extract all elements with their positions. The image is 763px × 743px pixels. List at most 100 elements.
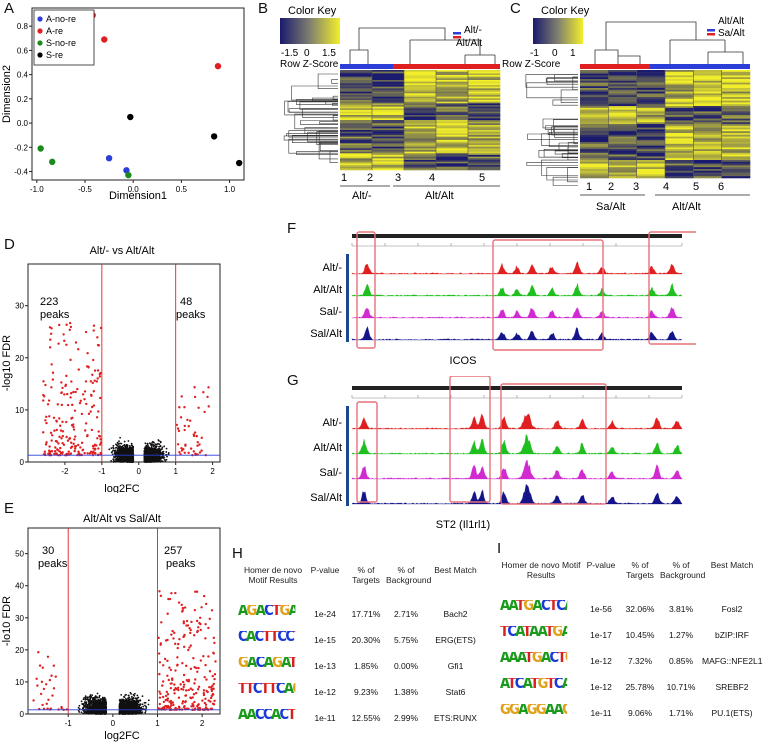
y-tick-5: 50 xyxy=(15,550,24,559)
legend-label-0: A-no-re xyxy=(46,14,76,24)
coverage-track-3 xyxy=(351,484,683,505)
left-peak-count: 30 xyxy=(42,545,54,557)
track-label-3: Sal/Alt xyxy=(310,492,342,504)
key-tick-low: -1 xyxy=(530,48,539,59)
legend-swatch-blue xyxy=(453,32,461,35)
table-cell-p: 1e-56 xyxy=(590,604,612,614)
point-S-re-0 xyxy=(127,113,134,121)
color-key-bar xyxy=(533,18,583,44)
gene-label: ICOS xyxy=(450,355,477,367)
key-tick-low: -1.5 xyxy=(281,48,299,59)
panel-h-label: H xyxy=(232,545,243,562)
panel-g-label: G xyxy=(287,372,299,389)
table-header-1: P-value xyxy=(310,565,340,575)
y-tick-0: 0 xyxy=(20,458,25,467)
legend-box xyxy=(33,9,95,66)
legend-dot-1 xyxy=(37,28,43,34)
table-cell-p: 1e-24 xyxy=(314,609,336,619)
table-cell-match: Bach2 xyxy=(443,609,468,619)
legend-dot-0 xyxy=(37,16,43,22)
table-cell-p: 1e-12 xyxy=(590,656,612,666)
y-tick-3: 30 xyxy=(15,302,24,311)
gene-label: ST2 (Il1rl1) xyxy=(436,519,490,531)
table-header-3: % of Background xyxy=(386,565,432,585)
x-tick-4: 1.0 xyxy=(224,185,236,194)
x-axis-label: log2FC xyxy=(104,730,140,742)
track-strip xyxy=(346,254,349,342)
col-number-5: 5 xyxy=(693,181,699,193)
y-tick-3: 0.2 xyxy=(17,95,29,104)
table-header-2: % of Targets xyxy=(626,560,654,580)
x-tick-3: 1 xyxy=(173,467,178,476)
legend-dot-3 xyxy=(37,52,43,58)
coverage-track-1 xyxy=(351,434,683,455)
table-header-4: Best Match xyxy=(434,565,477,575)
y-tick-2: 0.4 xyxy=(17,71,29,80)
table-header-0: Homer de novo Motif Results xyxy=(501,560,581,580)
y-tick-1: 10 xyxy=(15,678,24,687)
col-number-3: 3 xyxy=(633,181,639,193)
coverage-track-3 xyxy=(351,326,683,341)
group-label-2: Alt/Alt xyxy=(425,190,454,202)
motif-logo: CACTTCCTGT xyxy=(238,631,295,645)
table-cell-targets: 20.30% xyxy=(351,635,381,645)
highlight-box-1 xyxy=(449,376,491,503)
point-S-no-re-1 xyxy=(49,158,56,166)
coverage-track-2 xyxy=(351,459,683,480)
panel-b-heatmap: Color Key -1.5 0 1.5 Row Z-Score Alt/- A… xyxy=(280,5,501,202)
motif-logo: AACCACTGCCTG xyxy=(238,709,295,723)
motif-logo: GGAGGAAGTG xyxy=(500,704,567,718)
highlight-box-2 xyxy=(648,231,696,345)
table-cell-targets: 10.45% xyxy=(625,630,655,640)
table-cell-p: 1e-12 xyxy=(590,682,612,692)
point-A-no-re-1 xyxy=(123,167,130,174)
col-number-3: 3 xyxy=(395,172,401,184)
x-tick-2: 0.0 xyxy=(128,185,140,194)
chromosome-ideogram xyxy=(352,234,682,238)
table-cell-targets: 9.23% xyxy=(353,687,379,697)
y-tick-4: 0.0 xyxy=(17,119,29,128)
point-S-re-1 xyxy=(210,133,218,140)
table-cell-background: 5.75% xyxy=(393,635,419,645)
track-label-2: Sal/- xyxy=(319,467,342,479)
table-cell-targets: 25.78% xyxy=(625,682,655,692)
x-tick-1: -0.5 xyxy=(78,185,92,194)
table-cell-p: 1e-12 xyxy=(314,687,336,697)
table-cell-p: 1e-13 xyxy=(314,661,336,671)
legend-label-2: S-no-re xyxy=(46,38,76,48)
table-cell-match: Stat6 xyxy=(445,687,466,697)
key-tick-high: 1.5 xyxy=(322,48,336,59)
legend-label-1: A-re xyxy=(46,26,63,36)
y-axis-label: Dimension2 xyxy=(1,65,13,123)
key-tick-high: 1 xyxy=(570,48,576,59)
table-cell-match: SREBF2 xyxy=(715,682,749,692)
column-dendrogram xyxy=(349,27,496,64)
right-peak-count: 257 xyxy=(164,545,182,557)
heatmap-cells xyxy=(340,70,501,171)
motif-logo: TCATAATGAAAC xyxy=(500,626,567,640)
coverage-track-1 xyxy=(351,282,683,297)
motif-logo: AATGACTCATCC xyxy=(500,600,567,614)
coverage-track-0 xyxy=(351,261,683,275)
table-cell-background: 3.81% xyxy=(668,604,694,614)
highlight-box-0 xyxy=(356,401,378,503)
table-cell-targets: 17.71% xyxy=(351,609,381,619)
legend-label-1: Alt/Alt xyxy=(718,16,744,27)
panel-e-label: E xyxy=(4,500,15,517)
x-tick-2: 0 xyxy=(137,467,142,476)
table-header-4: Best Match xyxy=(710,560,754,570)
table-cell-match: bZIP:IRF xyxy=(714,630,749,640)
chromosome-ideogram xyxy=(352,386,682,390)
y-tick-1: 10 xyxy=(15,406,24,415)
table-cell-background: 1.71% xyxy=(668,708,694,718)
track-label-0: Alt/- xyxy=(322,417,342,429)
plot-title: Alt/- vs Alt/Alt xyxy=(90,245,155,257)
x-tick-3: 2 xyxy=(200,719,205,728)
y-tick-2: 20 xyxy=(15,354,24,363)
col-number-2: 2 xyxy=(608,181,614,193)
group-label-2: Alt/Alt xyxy=(672,201,701,213)
table-cell-targets: 1.85% xyxy=(353,661,379,671)
panel-f-tracks: Alt/- Alt/Alt Sal/- Sal/Alt ICOS xyxy=(310,231,696,367)
group-bar-red xyxy=(580,64,650,69)
